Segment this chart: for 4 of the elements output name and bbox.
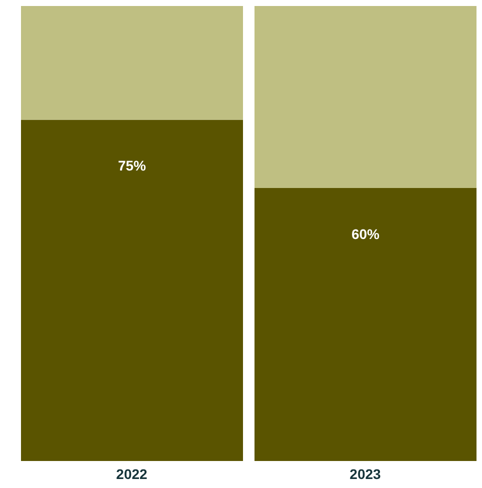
data-label: 60% [351, 226, 380, 242]
x-tick-label: 2022 [116, 466, 148, 482]
x-tick-label: 2023 [350, 466, 382, 482]
data-label: 75% [118, 158, 147, 174]
